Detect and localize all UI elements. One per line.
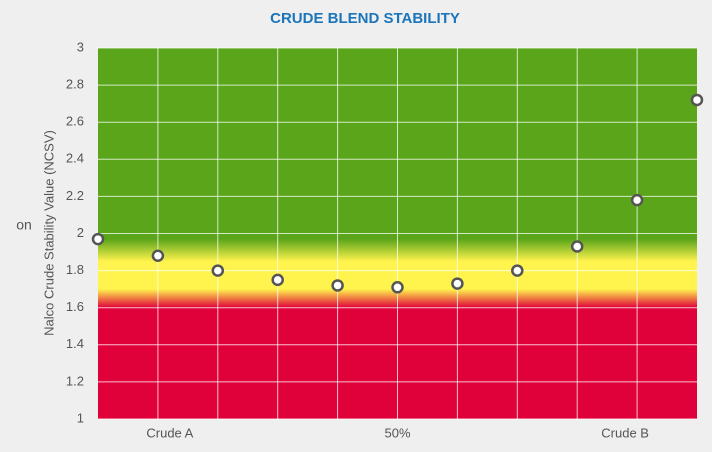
data-point — [211, 264, 225, 277]
y-tick-label: 2.8 — [66, 77, 84, 92]
data-point — [391, 281, 404, 294]
annotation: on — [16, 217, 32, 233]
data-point — [271, 273, 284, 287]
data-point — [331, 279, 344, 292]
chart-title: CRUDE BLEND STABILITY — [270, 10, 460, 27]
x-tick-label: Crude B — [601, 425, 649, 440]
y-tick-label: 2 — [77, 225, 84, 240]
y-tick-label: 3 — [77, 39, 84, 54]
data-point — [630, 193, 644, 207]
x-tick-label: 50% — [384, 425, 410, 440]
data-point — [91, 232, 105, 246]
y-tick-label: 1.4 — [66, 336, 84, 351]
y-tick-label: 2.4 — [66, 151, 84, 166]
y-tick-label: 1 — [77, 410, 84, 425]
y-tick-label: 1.8 — [66, 262, 84, 277]
y-tick-label: 1.2 — [66, 373, 84, 388]
data-point — [511, 264, 524, 277]
y-tick-label: 2.2 — [66, 188, 84, 203]
data-point — [690, 93, 704, 107]
x-tick-label: Crude A — [146, 425, 193, 440]
y-axis-label: Nalco Crude Stability Value (NCSV) — [41, 130, 56, 336]
y-tick-label: 2.6 — [66, 114, 84, 129]
data-point — [570, 240, 584, 253]
y-tick-label: 1.6 — [66, 299, 84, 314]
data-point — [451, 277, 464, 290]
data-point — [151, 249, 165, 263]
